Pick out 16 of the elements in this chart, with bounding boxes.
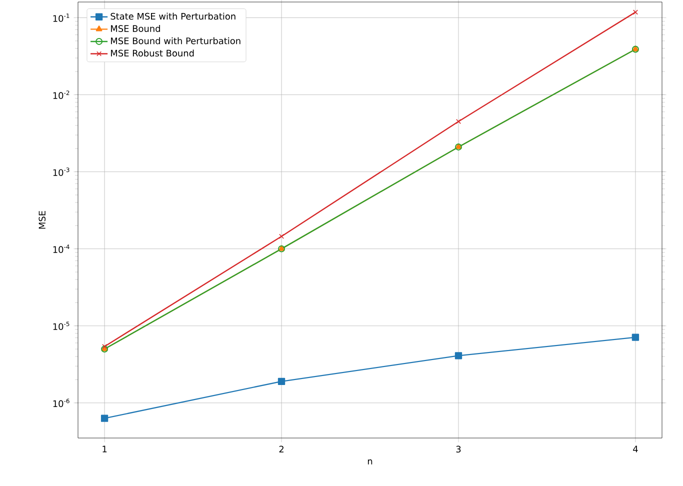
- y-tick-label: 10$^{-6}$: [53, 398, 70, 408]
- x-tick-label: 3: [456, 446, 461, 453]
- legend-label: MSE Bound with Perturbation: [111, 37, 240, 44]
- y-tick-label: 10$^{-4}$: [53, 244, 70, 253]
- y-tick-label: 10$^{-5}$: [53, 322, 70, 330]
- x-tick-label: 1: [102, 446, 107, 452]
- y-axis-title: MSE: [38, 211, 46, 229]
- legend-label: MSE Bound: [111, 25, 160, 32]
- y-tick-label: 10$^{-1}$: [53, 14, 70, 22]
- legend-label: MSE Robust Bound: [111, 50, 194, 57]
- y-tick-label: 10$^{-3}$: [53, 168, 70, 176]
- x-axis-title: n: [368, 459, 372, 464]
- legend-label: State MSE with Perturbation: [110, 12, 236, 20]
- x-tick-label: 4: [633, 446, 638, 452]
- y-tick-label: 10$^{-2}$: [53, 90, 70, 99]
- x-tick-label: 2: [279, 446, 284, 452]
